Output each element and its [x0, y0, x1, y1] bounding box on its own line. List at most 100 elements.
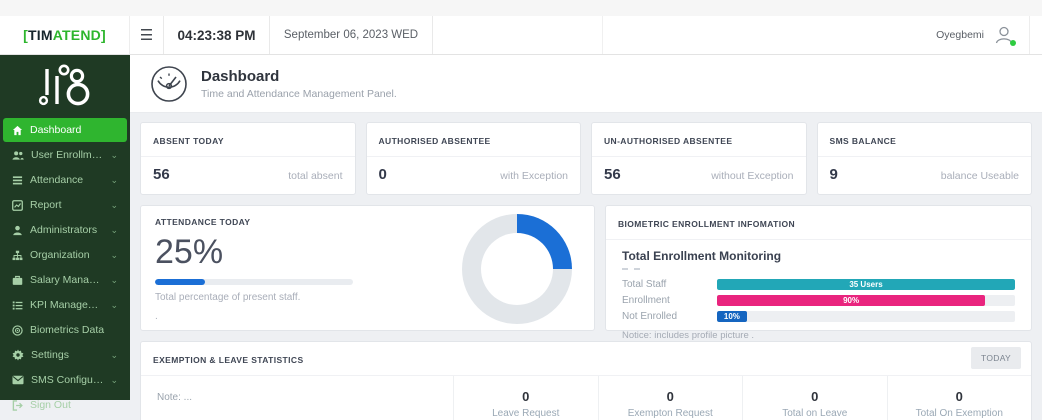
- bar-fill: 35 Users: [717, 279, 1015, 290]
- topbar-spacer: [433, 16, 603, 54]
- sidebar-item-sms-configuration[interactable]: SMS Configuration⌄: [3, 368, 127, 392]
- biometric-row-enrollment: Enrollment 90%: [622, 295, 1015, 306]
- card-exemption-leave: EXEMPTION & LEAVE STATISTICS TODAY Note:…: [140, 341, 1032, 420]
- date-display: September 06, 2023 WED: [270, 16, 433, 54]
- users-icon: [12, 150, 24, 160]
- sidebar-item-administrators[interactable]: Administrators ⌄: [3, 218, 127, 242]
- card-title: AUTHORISED ABSENTEE: [378, 136, 491, 146]
- stat-caption: balance Useable: [940, 170, 1019, 182]
- biometric-subtitle: Total Enrollment Monitoring: [622, 249, 782, 263]
- stat-value: 0: [955, 389, 963, 404]
- chevron-down-icon: ⌄: [110, 224, 118, 235]
- sidebar-item-user-enrollment[interactable]: User Enrollment ⌄: [3, 143, 127, 167]
- biometric-row-total-staff: Total Staff 35 Users: [622, 279, 1015, 290]
- envelope-icon: [12, 375, 24, 385]
- card-sms-balance: SMS BALANCE 9 balance Useable: [816, 122, 1032, 195]
- dash-divider: [622, 268, 640, 270]
- stat-value: 9: [829, 166, 838, 183]
- sidebar-item-sign-out[interactable]: Sign Out: [3, 393, 127, 417]
- bar-track: 10%: [717, 311, 1015, 322]
- attendance-percent: 25%: [155, 233, 224, 271]
- stat-value: 0: [522, 389, 530, 404]
- gear-icon: [12, 349, 24, 361]
- briefcase-icon: [12, 275, 23, 285]
- sidebar-item-biometrics-data[interactable]: Biometrics Data: [3, 318, 127, 342]
- bar-fill: 90%: [717, 295, 986, 306]
- attendance-progress-fill: [155, 279, 205, 285]
- chevron-down-icon: ⌄: [110, 149, 118, 160]
- stat-value: 0: [666, 389, 674, 404]
- card-title: ABSENT TODAY: [153, 136, 224, 146]
- sidebar-item-report[interactable]: Report ⌄: [3, 193, 127, 217]
- sidebar-item-settings[interactable]: Settings ⌄: [3, 343, 127, 367]
- brand-tim: TIM: [28, 27, 53, 43]
- stat-value: 0: [378, 166, 387, 183]
- dashboard-content: ABSENT TODAY 56 total absent AUTHORISED …: [130, 113, 1042, 420]
- stat-label: Total on Leave: [782, 408, 848, 419]
- hamburger-menu-icon[interactable]: ☰: [139, 27, 154, 44]
- card-title: BIOMETRIC ENROLLMENT INFOMATION: [618, 219, 796, 229]
- top-bar: [TIM ATEND] ☰ 04:23:38 PM September 06, 2…: [0, 0, 1042, 55]
- dashboard-gauge-icon: [151, 65, 187, 102]
- biometric-row-not-enrolled: Not Enrolled 10%: [622, 311, 1015, 322]
- list-check-icon: [12, 300, 23, 310]
- stat-value: 0: [811, 389, 819, 404]
- stat-total-on-exemption: 0 Total On Exemption: [886, 376, 1032, 420]
- card-unauthorised-absentee: UN-AUTHORISED ABSENTEE 56 without Except…: [591, 122, 807, 195]
- stat-total-on-leave: 0 Total on Leave: [742, 376, 887, 420]
- sign-out-icon: [12, 399, 23, 411]
- stat-cards-row: ABSENT TODAY 56 total absent AUTHORISED …: [140, 122, 1032, 195]
- card-title: SMS BALANCE: [829, 136, 897, 146]
- main-content: Dashboard Time and Attendance Management…: [130, 55, 1042, 420]
- attendance-caption: Total percentage of present staff.: [155, 292, 301, 303]
- user-name: Oyegbemi: [936, 29, 984, 41]
- sidebar-item-kpi-management[interactable]: KPI Management ⌄: [3, 293, 127, 317]
- stat-value: 56: [153, 166, 170, 183]
- card-attendance-today: ATTENDANCE TODAY 25% Total percentage of…: [140, 205, 595, 331]
- topbar-edge: [1030, 16, 1042, 54]
- chevron-down-icon: ⌄: [110, 249, 118, 260]
- sidebar-logo: [0, 55, 130, 115]
- chevron-down-icon: ⌄: [110, 299, 118, 310]
- card-absent-today: ABSENT TODAY 56 total absent: [140, 122, 356, 195]
- sidebar-menu: Dashboard User Enrollment ⌄ Attendance ⌄ R…: [0, 115, 130, 420]
- page-subtitle: Time and Attendance Management Panel.: [201, 87, 397, 100]
- charts-row: ATTENDANCE TODAY 25% Total percentage of…: [140, 205, 1032, 341]
- page-title: Dashboard: [201, 67, 280, 85]
- sidebar-item-dashboard[interactable]: Dashboard: [3, 118, 127, 142]
- bar-label: Enrollment: [622, 295, 670, 306]
- today-filter-button[interactable]: TODAY: [971, 347, 1021, 369]
- timatend-glyph-icon: [38, 64, 90, 106]
- chart-line-icon: [12, 199, 23, 211]
- sidebar-item-attendance[interactable]: Attendance ⌄: [3, 168, 127, 192]
- chevron-down-icon: ⌄: [110, 174, 118, 185]
- sitemap-icon: [12, 250, 23, 260]
- stat-label: Total On Exemption: [915, 408, 1003, 419]
- bar-label: Not Enrolled: [622, 311, 678, 322]
- sidebar: Dashboard User Enrollment ⌄ Attendance ⌄ R…: [0, 55, 130, 411]
- card-title: ATTENDANCE TODAY: [155, 217, 251, 227]
- donut-hole: [481, 233, 553, 305]
- exemption-note: Note: ...: [157, 392, 193, 403]
- stat-caption: without Exception: [711, 170, 794, 182]
- bar-track: 35 Users: [717, 279, 1015, 290]
- fingerprint-icon: [12, 324, 23, 336]
- page-header: Dashboard Time and Attendance Management…: [130, 55, 1042, 113]
- online-status-dot: [1010, 40, 1016, 46]
- user-menu[interactable]: Oyegbemi: [603, 16, 1030, 54]
- person-icon: [13, 225, 22, 235]
- brand-atend: ATEND: [52, 27, 101, 43]
- sidebar-item-organization[interactable]: Organization ⌄: [3, 243, 127, 267]
- brand-bracket-left: [: [23, 27, 29, 43]
- chevron-down-icon: ⌄: [110, 374, 118, 385]
- sidebar-item-salary-management[interactable]: Salary Management⌄: [3, 268, 127, 292]
- stat-exemption-request: 0 Exempton Request: [597, 376, 743, 420]
- card-title: EXEMPTION & LEAVE STATISTICS: [153, 355, 304, 365]
- list-icon: [12, 175, 23, 184]
- bar-fill: 10%: [717, 311, 747, 322]
- stat-caption: with Exception: [500, 170, 568, 182]
- stat-leave-request: 0 Leave Request: [453, 376, 598, 420]
- bar-track: 90%: [717, 295, 1015, 306]
- brand-logo[interactable]: [TIM ATEND]: [0, 16, 130, 54]
- card-authorised-absentee: AUTHORISED ABSENTEE 0 with Exception: [365, 122, 581, 195]
